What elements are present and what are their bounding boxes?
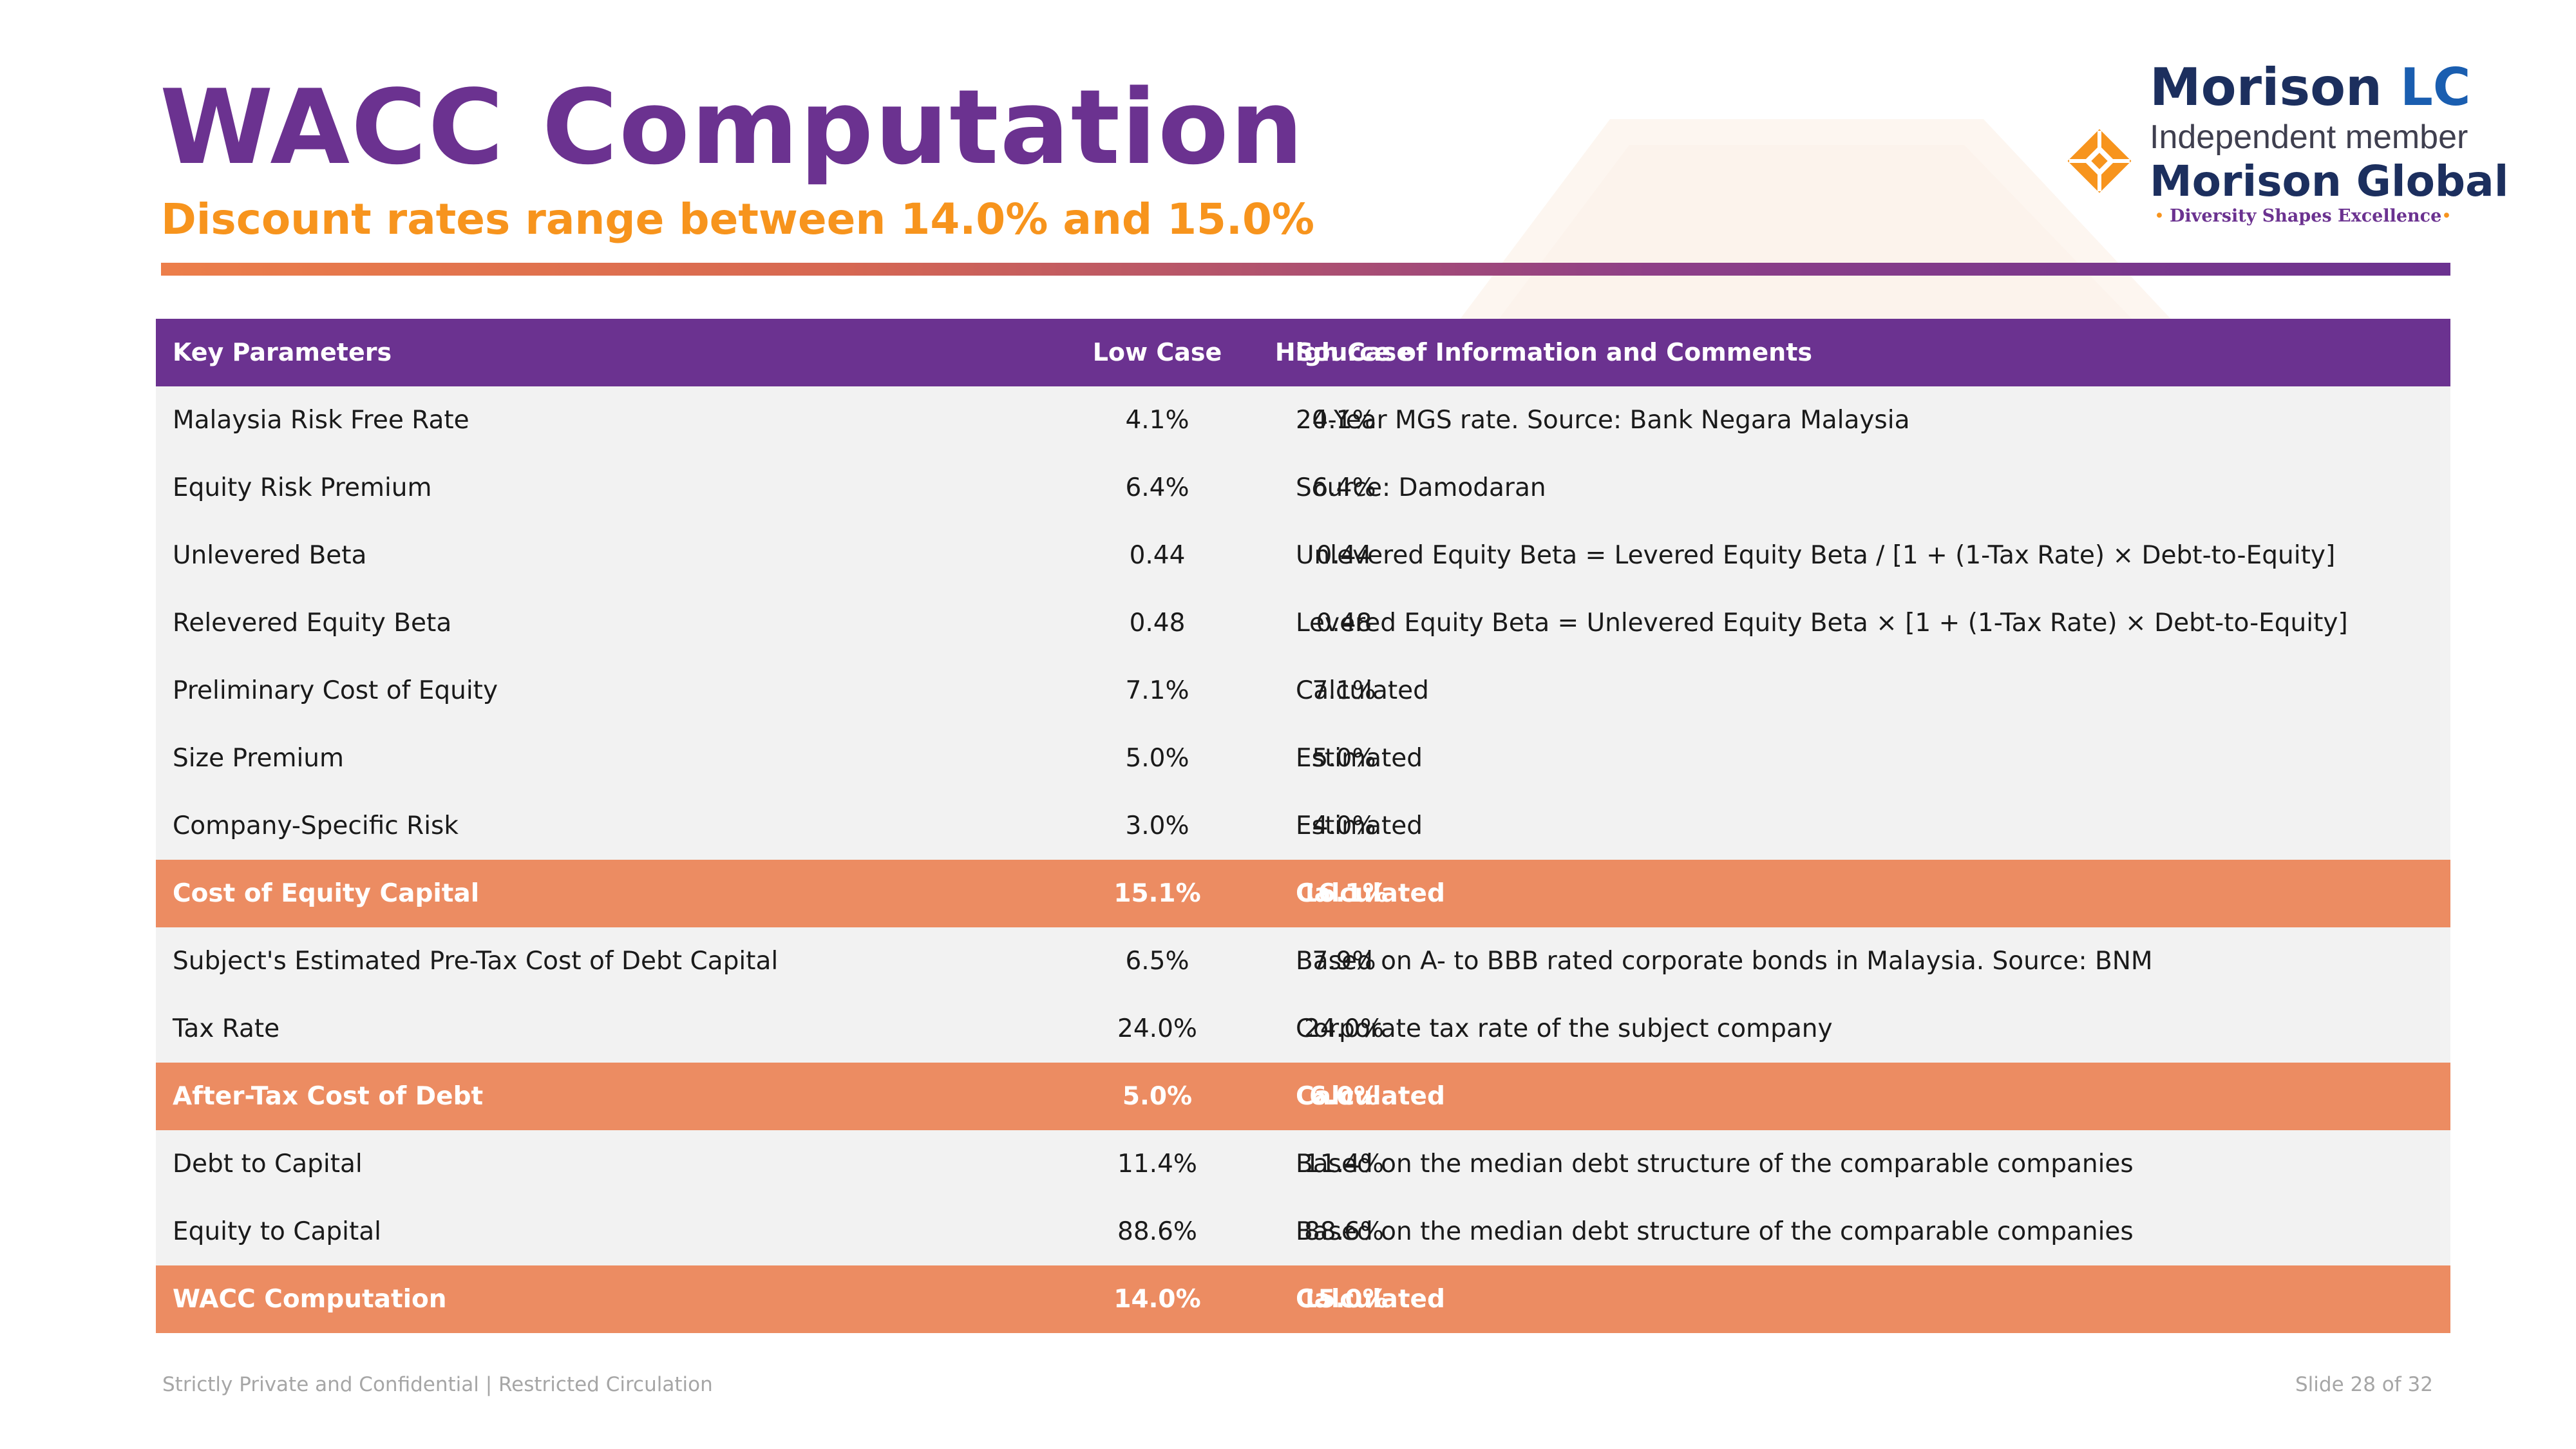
high-case-cell: 16.1%	[1300, 879, 1388, 908]
logo-bullet-icon: •	[2154, 206, 2164, 226]
table-row: Size Premium 5.0% 5.0% Estimated	[156, 724, 2450, 792]
table-row: Malaysia Risk Free Rate 4.1% 4.1% 20-Year M…	[156, 386, 2450, 454]
page-subtitle: Discount rates range between 14.0% and 1…	[161, 194, 1315, 244]
logo-independent-member: Independent member	[2150, 118, 2468, 156]
low-case-cell: 11.4%	[1117, 1150, 1197, 1179]
source-cell: Estimated	[1296, 811, 1423, 840]
high-case-cell: 4.1%	[1312, 406, 1376, 435]
logo-bullet-icon: •	[2441, 206, 2452, 226]
low-case-cell: 5.0%	[1122, 1082, 1193, 1111]
low-case-cell: 6.4%	[1125, 473, 1189, 502]
source-cell: Based on the median debt structure of th…	[1296, 1150, 2134, 1179]
source-cell: Calculated	[1296, 676, 1429, 705]
table-row: Preliminary Cost of Equity 7.1% 7.1% Calcul…	[156, 657, 2450, 724]
wacc-table: Key Parameters Low Case High Case Source…	[156, 319, 2450, 1333]
high-case-cell: 6.0%	[1309, 1082, 1379, 1111]
param-cell: Size Premium	[173, 744, 344, 773]
param-cell: Subject's Estimated Pre-Tax Cost of Debt…	[173, 947, 779, 976]
confidentiality-notice: Strictly Private and Confidential | Rest…	[162, 1373, 713, 1396]
source-cell: Calculated	[1296, 1082, 1445, 1111]
low-case-cell: 6.5%	[1125, 947, 1189, 976]
low-case-cell: 0.44	[1129, 541, 1186, 570]
table-row: Unlevered Beta 0.44 0.44 Unlevered Equity B…	[156, 522, 2450, 589]
param-cell: After-Tax Cost of Debt	[173, 1082, 484, 1111]
param-cell: Equity Risk Premium	[173, 473, 432, 502]
param-cell: Equity to Capital	[173, 1217, 382, 1246]
source-cell: Estimated	[1296, 744, 1423, 773]
high-case-cell: 11.4%	[1304, 1150, 1384, 1179]
param-cell: WACC Computation	[173, 1285, 447, 1314]
header-divider	[161, 263, 2450, 276]
high-case-cell: 15.0%	[1300, 1285, 1388, 1314]
source-cell: Based on the median debt structure of th…	[1296, 1217, 2134, 1246]
source-cell: Unlevered Equity Beta = Levered Equity B…	[1296, 541, 2336, 570]
table-row-total: WACC Computation 14.0% 15.0% Calculated	[156, 1265, 2450, 1333]
table-row-total: Cost of Equity Capital 15.1% 16.1% Calculat…	[156, 860, 2450, 927]
high-case-cell: 4.0%	[1312, 811, 1376, 840]
table-row: Relevered Equity Beta 0.48 0.48 Levered Equ…	[156, 589, 2450, 657]
param-cell: Debt to Capital	[173, 1150, 363, 1179]
param-cell: Cost of Equity Capital	[173, 879, 480, 908]
low-case-cell: 0.48	[1129, 609, 1186, 638]
company-logo: Morison LC Independent member Morison Gl…	[2058, 58, 2508, 232]
column-header-key-parameters: Key Parameters	[173, 338, 392, 366]
high-case-cell: 0.48	[1316, 609, 1372, 638]
source-cell: Calculated	[1296, 1285, 1445, 1314]
low-case-cell: 88.6%	[1117, 1217, 1197, 1246]
morison-diamond-icon	[2067, 129, 2132, 193]
logo-wordmark: Morison LC	[2150, 57, 2471, 117]
high-case-cell: 7.9%	[1312, 947, 1376, 976]
low-case-cell: 3.0%	[1125, 811, 1189, 840]
source-cell: Calculated	[1296, 879, 1445, 908]
page-title: WACC Computation	[160, 67, 1305, 187]
column-header-low-case: Low Case	[1092, 338, 1222, 366]
high-case-cell: 7.1%	[1312, 676, 1376, 705]
table-row: Equity Risk Premium 6.4% 6.4% Source: Damod…	[156, 454, 2450, 522]
low-case-cell: 24.0%	[1117, 1014, 1197, 1043]
source-cell: Levered Equity Beta = Unlevered Equity B…	[1296, 609, 2348, 638]
high-case-cell: 0.44	[1316, 541, 1372, 570]
param-cell: Unlevered Beta	[173, 541, 367, 570]
low-case-cell: 5.0%	[1125, 744, 1189, 773]
param-cell: Malaysia Risk Free Rate	[173, 406, 469, 435]
low-case-cell: 14.0%	[1113, 1285, 1201, 1314]
high-case-cell: 6.4%	[1312, 473, 1376, 502]
source-cell: Based on A- to BBB rated corporate bonds…	[1296, 947, 2153, 976]
table-row: Subject's Estimated Pre-Tax Cost of Debt…	[156, 927, 2450, 995]
high-case-cell: 5.0%	[1312, 744, 1376, 773]
table-row: Company-Specific Risk 3.0% 4.0% Estimated	[156, 792, 2450, 860]
table-row-total: After-Tax Cost of Debt 5.0% 6.0% Calculated	[156, 1063, 2450, 1130]
table-header-row: Key Parameters Low Case High Case Source…	[156, 319, 2450, 386]
high-case-cell: 24.0%	[1304, 1014, 1384, 1043]
table-row: Tax Rate 24.0% 24.0% Corporate tax rate of …	[156, 995, 2450, 1063]
param-cell: Preliminary Cost of Equity	[173, 676, 498, 705]
column-header-high-case: High Case	[1274, 338, 1414, 366]
param-cell: Tax Rate	[173, 1014, 280, 1043]
param-cell: Company-Specific Risk	[173, 811, 459, 840]
logo-tagline: Diversity Shapes Excellence	[2170, 206, 2442, 226]
slide-number: Slide 28 of 32	[2295, 1373, 2433, 1396]
source-cell: Source: Damodaran	[1296, 473, 1546, 502]
param-cell: Relevered Equity Beta	[173, 609, 452, 638]
table-row: Debt to Capital 11.4% 11.4% Based on the me…	[156, 1130, 2450, 1198]
low-case-cell: 7.1%	[1125, 676, 1189, 705]
column-header-source: Source of Information and Comments	[1296, 338, 1812, 366]
low-case-cell: 15.1%	[1113, 879, 1201, 908]
source-cell: 20-Year MGS rate. Source: Bank Negara Ma…	[1296, 406, 1910, 435]
logo-network-name: Morison Global	[2150, 156, 2509, 206]
source-cell: Corporate tax rate of the subject compan…	[1296, 1014, 1833, 1043]
table-row: Equity to Capital 88.6% 88.6% Based on the …	[156, 1198, 2450, 1265]
high-case-cell: 88.6%	[1304, 1217, 1384, 1246]
low-case-cell: 4.1%	[1125, 406, 1189, 435]
